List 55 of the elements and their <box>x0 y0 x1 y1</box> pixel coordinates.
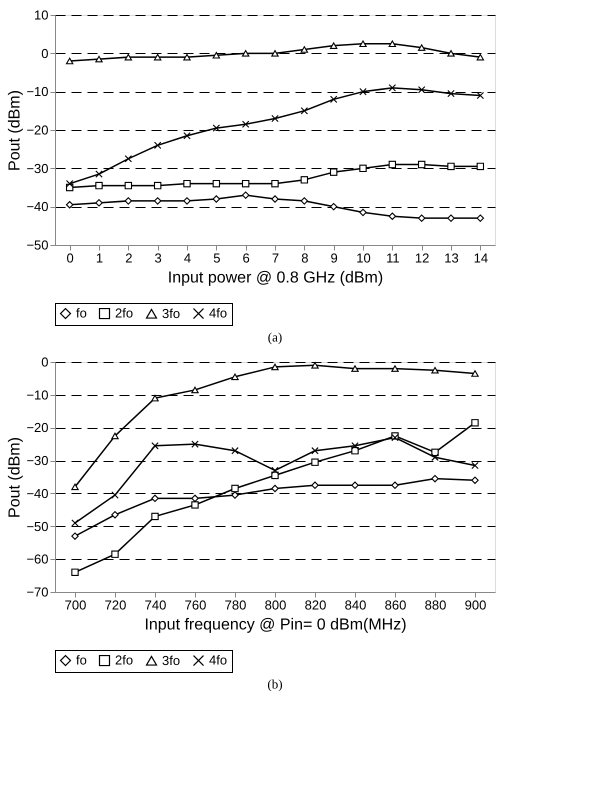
x-tick-label: 7 <box>272 250 280 266</box>
x-tick-label: 10 <box>356 250 371 266</box>
y-tick-label: −50 <box>26 518 48 534</box>
x-tick-label: 740 <box>144 598 166 612</box>
y-tick-label: −30 <box>26 453 48 468</box>
legend-label: 3fo <box>162 306 180 321</box>
x-tick-label: 720 <box>104 598 126 612</box>
y-axis-title: Pout (dBm) <box>6 90 24 171</box>
legend-label: 4fo <box>209 652 228 668</box>
y-tick-label: −50 <box>26 238 48 252</box>
y-tick-label: 0 <box>41 46 48 61</box>
x-tick-label: 800 <box>264 598 286 612</box>
y-axis-title: Pout (dBm) <box>6 437 24 518</box>
x-tick-label: 840 <box>344 598 366 612</box>
x-axis-title: Input power @ 0.8 GHz (dBm) <box>168 270 384 286</box>
x-tick-label: 0 <box>66 250 74 266</box>
y-tick-label: −20 <box>26 420 48 436</box>
text: (a) <box>268 330 282 344</box>
legend-label: 3fo <box>162 652 180 668</box>
x-tick-label: 12 <box>414 250 430 266</box>
y-tick-label: −10 <box>26 84 48 100</box>
x-tick-label: 860 <box>384 598 406 612</box>
x-tick-label: 13 <box>444 250 459 266</box>
y-tick-label: −40 <box>26 199 48 214</box>
y-tick-label: 10 <box>34 8 48 22</box>
y-tick-label: −60 <box>26 552 48 567</box>
x-tick-label: 2 <box>125 250 132 266</box>
x-tick-label: 11 <box>386 250 400 266</box>
y-tick-label: −30 <box>26 160 48 176</box>
x-tick-label: 900 <box>464 598 486 612</box>
legend-label: 2fo <box>115 652 134 668</box>
y-tick-label: −70 <box>26 584 48 600</box>
x-tick-label: 4 <box>184 250 192 266</box>
x-tick-label: 8 <box>301 250 308 266</box>
x-tick-label: 880 <box>424 598 446 612</box>
y-tick-label: −40 <box>26 486 48 501</box>
x-tick-label: 6 <box>242 250 250 266</box>
x-tick-label: 14 <box>474 250 488 266</box>
x-tick-label: 780 <box>224 598 246 612</box>
x-tick-label: 1 <box>96 250 104 266</box>
y-tick-label: −10 <box>26 387 48 402</box>
x-tick-label: 3 <box>154 250 162 266</box>
x-tick-label: 700 <box>64 598 86 612</box>
y-tick-label: 0 <box>41 354 48 370</box>
legend-label: fo <box>76 306 87 321</box>
legend-label: 4fo <box>209 306 228 321</box>
x-tick-label: 820 <box>304 598 326 612</box>
legend-label: fo <box>76 652 87 668</box>
x-tick-label: 9 <box>330 250 338 266</box>
y-tick-label: −20 <box>26 122 48 138</box>
legend-label: 2fo <box>115 306 134 321</box>
text: (b) <box>267 676 283 692</box>
x-tick-label: 760 <box>184 598 206 612</box>
x-axis-title: Input frequency @ Pin= 0 dBm(MHz) <box>144 616 407 634</box>
x-tick-label: 5 <box>213 250 220 266</box>
